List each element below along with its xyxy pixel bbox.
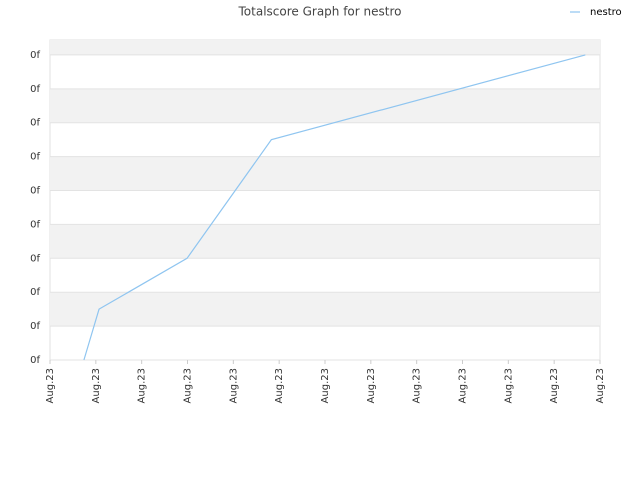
chart-title: Totalscore Graph for nestro <box>238 5 402 19</box>
y-tick-label: 0f <box>30 152 40 163</box>
x-tick-label: Aug.23 <box>320 368 331 403</box>
legend-label: nestro <box>590 7 622 18</box>
y-tick-label: 0f <box>30 253 40 264</box>
x-tick-label: Aug.23 <box>137 368 148 403</box>
y-tick-label: 0f <box>30 219 40 230</box>
x-tick-label: Aug.23 <box>274 368 285 403</box>
x-tick-label: Aug.23 <box>595 368 606 403</box>
y-tick-label: 0f <box>30 50 40 61</box>
x-tick-label: Aug.23 <box>503 368 514 403</box>
x-tick-label: Aug.23 <box>412 368 423 403</box>
band <box>50 224 600 259</box>
band <box>50 88 600 123</box>
y-tick-label: 0f <box>30 321 40 332</box>
x-tick-label: Aug.23 <box>458 368 469 403</box>
band <box>50 292 600 327</box>
y-tick-label: 0f <box>30 355 40 366</box>
x-tick-label: Aug.23 <box>549 368 560 403</box>
x-tick-label: Aug.23 <box>183 368 194 403</box>
y-tick-label: 0f <box>30 118 40 129</box>
y-tick-label: 0f <box>30 287 40 298</box>
line <box>83 54 586 361</box>
x-tick-label: Aug.23 <box>366 368 377 403</box>
x-tick-label: Aug.23 <box>45 368 56 403</box>
y-tick-label: 0f <box>30 186 40 197</box>
band <box>50 156 600 191</box>
y-tick-label: 0f <box>30 84 40 95</box>
band <box>50 40 600 55</box>
x-tick-label: Aug.23 <box>91 368 102 403</box>
x-tick-label: Aug.23 <box>228 368 239 403</box>
